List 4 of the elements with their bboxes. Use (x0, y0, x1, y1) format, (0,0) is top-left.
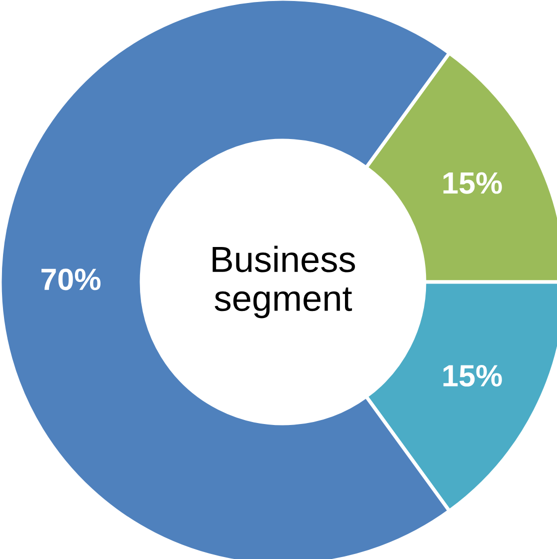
data-label: 15% (443, 365, 502, 387)
data-label: 15% (443, 172, 502, 194)
text: Business segment (212, 246, 355, 318)
data-label: 70% (41, 268, 101, 290)
